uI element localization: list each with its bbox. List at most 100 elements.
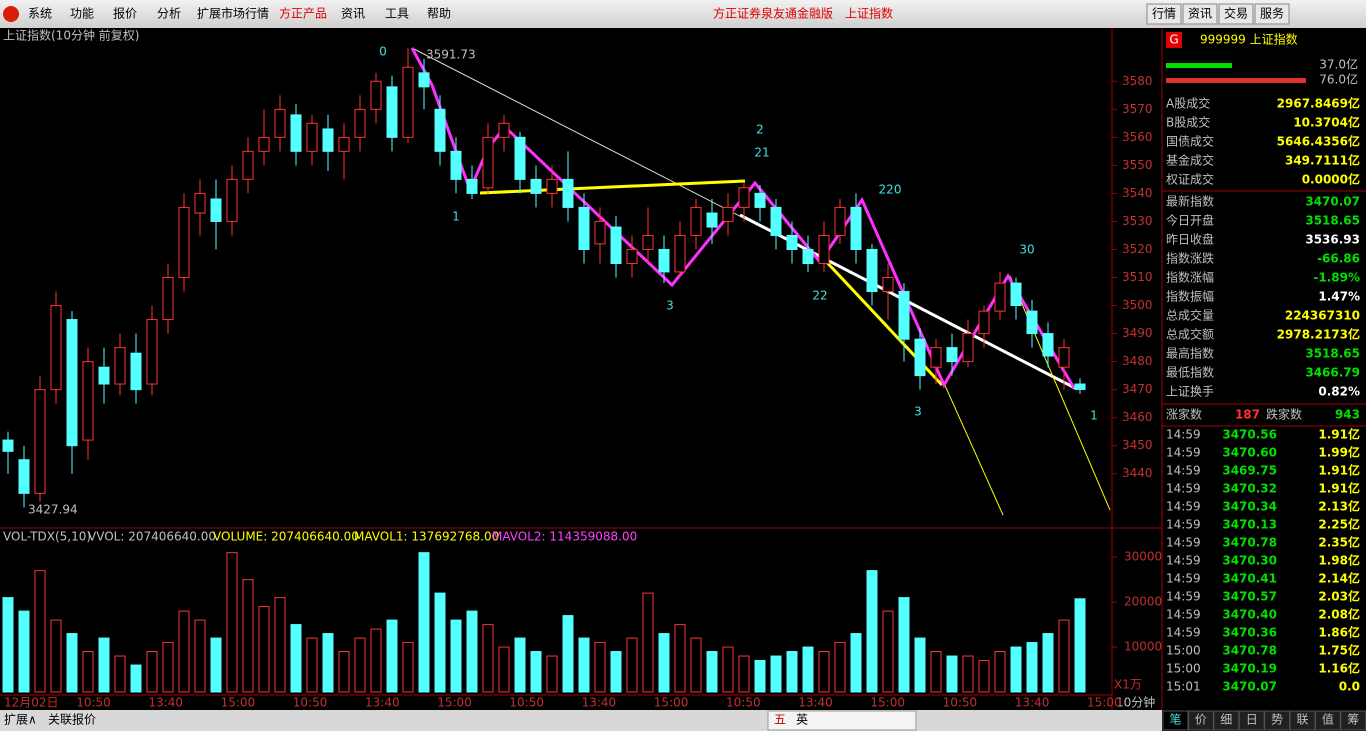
tick-price: 3470.78 [1222, 536, 1277, 550]
x-tick-label: 15:00 [221, 696, 256, 710]
volume-bar [386, 619, 398, 693]
candle-body [338, 136, 350, 152]
candle-body [354, 108, 366, 138]
candle-body [322, 128, 334, 152]
volume-bar [98, 637, 110, 693]
menu-button-label[interactable]: 行情 [1152, 7, 1176, 21]
candle-body [98, 366, 110, 385]
menu-item[interactable]: 报价 [113, 6, 137, 21]
tick-price: 3470.57 [1222, 590, 1277, 604]
candle-body [786, 234, 798, 250]
menu-item[interactable]: 扩展市场行情 [197, 6, 269, 21]
vol-y-tick-label: 20000 [1124, 595, 1162, 609]
quote-label: 国债成交 [1166, 134, 1214, 149]
panel-tab-label[interactable]: 值 [1322, 712, 1334, 727]
x-tick-label: 15:00 [1087, 696, 1122, 710]
candle-body [546, 178, 558, 194]
status-item[interactable]: 关联报价 [48, 712, 96, 727]
volume-bar [146, 651, 158, 693]
quote-value: 3470.07 [1305, 195, 1360, 209]
candle-body [402, 66, 414, 138]
volume-bar [82, 651, 94, 693]
tick-time: 14:59 [1166, 536, 1201, 550]
candle-body [818, 234, 830, 264]
x-tick-label: 15:00 [437, 696, 472, 710]
candle-body [82, 361, 94, 441]
menu-button-label[interactable]: 交易 [1224, 6, 1248, 21]
tick-time: 14:59 [1166, 608, 1201, 622]
ime-bar [767, 710, 917, 731]
menu-item[interactable]: 工具 [385, 7, 409, 21]
volume-bar [114, 655, 126, 693]
candle-body [738, 187, 750, 208]
panel-tab-label[interactable]: 日 [1246, 713, 1258, 727]
menu-button[interactable] [1146, 3, 1182, 25]
candle-body [850, 206, 862, 250]
panel-tab-label[interactable]: 价 [1195, 713, 1207, 727]
menu-button-label[interactable]: 资讯 [1188, 7, 1212, 21]
candle-body [658, 248, 670, 273]
panel-tab-label[interactable]: 联 [1296, 713, 1308, 727]
menu-item[interactable]: 帮助 [427, 7, 451, 21]
menu-button-label[interactable]: 服务 [1260, 6, 1284, 21]
menu-item[interactable]: 分析 [157, 7, 181, 21]
candle-body [578, 206, 590, 250]
menu-button[interactable] [1182, 3, 1218, 25]
down-label: 跌家数 [1266, 407, 1302, 422]
panel-tab-label[interactable]: 筹 [1347, 713, 1359, 727]
tick-time: 14:59 [1166, 626, 1201, 640]
volume-bar [594, 642, 606, 693]
wave-label: 1 [452, 210, 460, 224]
ime-item[interactable]: 英 [796, 713, 808, 727]
panel-tab-label[interactable]: 势 [1271, 713, 1283, 727]
volume-bar [1010, 646, 1022, 693]
volume-bar [162, 642, 174, 693]
quote-value: 3518.65 [1305, 347, 1360, 361]
candle-body [1042, 333, 1054, 357]
status-item[interactable]: 扩展∧ [4, 713, 37, 727]
x-tick-label: 12月02日 [4, 696, 59, 710]
panel-tab-label[interactable]: 细 [1220, 713, 1232, 727]
y-tick-label: 3560 [1122, 130, 1153, 144]
tick-time: 14:59 [1166, 446, 1201, 460]
quote-label: 指数涨幅 [1166, 270, 1214, 285]
tick-price: 3470.30 [1222, 554, 1277, 568]
menu-button[interactable] [1218, 3, 1254, 25]
app-logo [3, 6, 19, 22]
tick-volume: 1.91亿 [1318, 463, 1360, 478]
candle-body [226, 178, 238, 222]
wave-label: 2 [756, 123, 764, 137]
tick-price: 3470.56 [1222, 428, 1277, 442]
chart-title: 上证指数(10分钟 前复权) [3, 28, 139, 43]
volume-bar [1074, 598, 1086, 693]
volume-bar [418, 552, 430, 693]
quote-value: 3518.65 [1305, 214, 1360, 228]
candle-body [66, 319, 78, 447]
x-tick-label: 13:40 [148, 696, 183, 710]
tick-price: 3470.60 [1222, 446, 1277, 460]
volume-bar [18, 610, 30, 693]
volume-bar [690, 637, 702, 693]
panel-tab-label[interactable]: 笔 [1169, 712, 1181, 727]
quote-value: 5646.4356亿 [1277, 134, 1360, 149]
tick-price: 3470.34 [1222, 500, 1277, 514]
menu-item[interactable]: 资讯 [341, 7, 365, 21]
ime-item[interactable]: 五 [774, 713, 786, 727]
tick-volume: 1.16亿 [1318, 661, 1360, 676]
app-title: 方正证券泉友通金融版 [713, 6, 833, 21]
menu-button[interactable] [1254, 3, 1290, 25]
menu-item[interactable]: 功能 [70, 7, 94, 21]
volume-bar [738, 655, 750, 693]
menu-item[interactable]: 方正产品 [279, 6, 327, 21]
volume-bar [434, 592, 446, 693]
volume-bar [642, 592, 654, 693]
tick-price: 3470.07 [1222, 680, 1277, 694]
x-tick-label: 13:40 [365, 696, 400, 710]
candle-body [178, 206, 190, 278]
x-tick-label: 13:40 [1015, 696, 1050, 710]
menu-item[interactable]: 系统 [28, 7, 52, 21]
volume-bar [962, 655, 974, 693]
candle-body [722, 206, 734, 222]
tick-price: 3470.36 [1222, 626, 1277, 640]
vol-y-tick-label: 30000 [1124, 550, 1162, 564]
